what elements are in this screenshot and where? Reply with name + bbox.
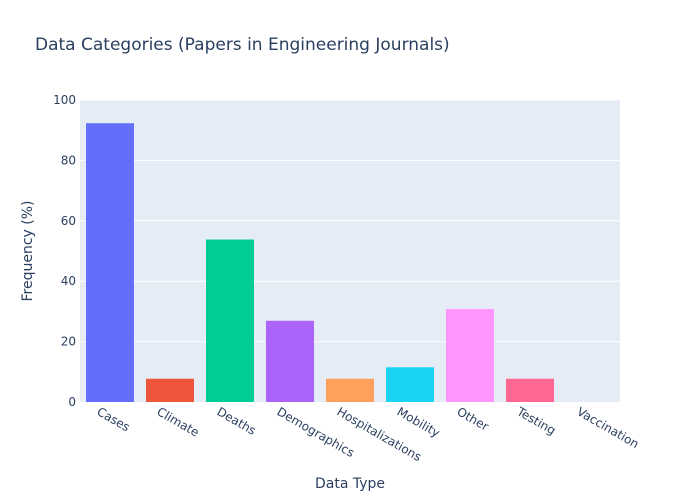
bar-climate[interactable] — [146, 378, 194, 402]
gridlines — [80, 99, 620, 343]
bars — [86, 123, 554, 402]
bar-other[interactable] — [446, 308, 494, 402]
bar-testing[interactable] — [506, 378, 554, 402]
y-tick-label: 60 — [61, 214, 76, 228]
bar-deaths[interactable] — [206, 239, 254, 402]
bar-cases[interactable] — [86, 123, 134, 402]
y-tick-label: 80 — [61, 153, 76, 167]
y-axis-title: Frequency (%) — [20, 200, 36, 301]
plot-background — [80, 100, 620, 402]
y-tick-label: 20 — [61, 335, 76, 349]
y-tick-label: 100 — [53, 93, 76, 107]
bar-demographics[interactable] — [266, 320, 314, 402]
y-tick-label: 40 — [61, 274, 76, 288]
x-axis-title: Data Type — [315, 476, 385, 492]
bar-mobility[interactable] — [386, 367, 434, 402]
y-tick-label: 0 — [68, 395, 76, 409]
y-axis-ticks: 0 20 40 60 80 100 — [53, 93, 76, 409]
bar-hospitalizations[interactable] — [326, 378, 374, 402]
chart-title: Data Categories (Papers in Engineering J… — [35, 35, 450, 55]
